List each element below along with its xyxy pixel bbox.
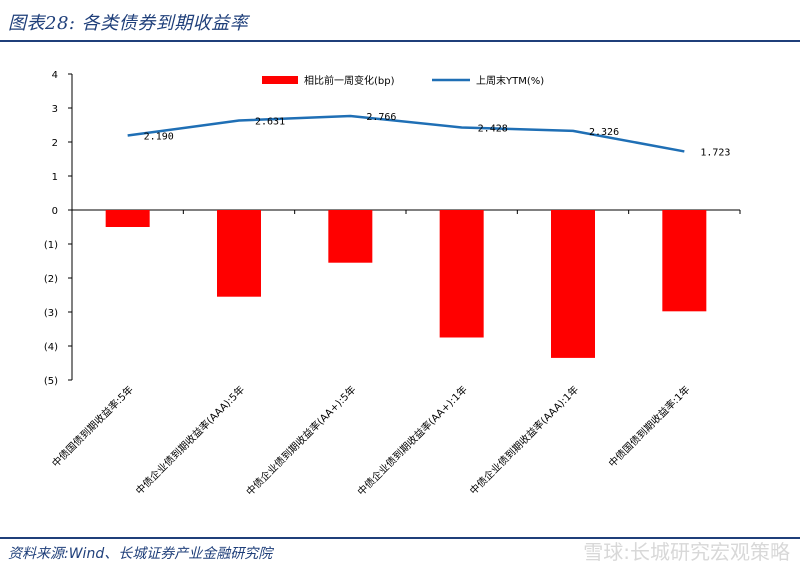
chart-title: 图表28: 各类债券到期收益率 — [8, 13, 249, 34]
title-divider — [0, 40, 800, 42]
source-note: 资料来源:Wind、长城证券产业金融研究院 — [8, 546, 273, 562]
watermark-text: 雪球:长城研究宏观策略 — [583, 540, 790, 564]
y-tick-label: 4 — [52, 70, 58, 81]
legend-label-bar: 相比前一周变化(bp) — [304, 74, 395, 87]
chart-area: 4 3 2 1 0 (1) (2) (3) (4) (5) 2.190 2.631 2.766 2.428… — [44, 70, 741, 498]
data-label: 1.723 — [700, 147, 730, 158]
legend-swatch-bar — [262, 76, 298, 84]
bar — [662, 210, 707, 312]
bar — [328, 210, 373, 263]
y-tick-label: (1) — [44, 240, 58, 251]
data-label: 2.428 — [478, 123, 508, 134]
x-tick-label: 中债企业债到期收益率(AAA):5年 — [133, 383, 247, 497]
x-tick-label: 中债企业债到期收益率(AAA):1年 — [467, 383, 581, 497]
data-label: 2.766 — [366, 112, 396, 123]
data-label: 2.190 — [144, 132, 174, 143]
y-tick-label: 1 — [52, 172, 58, 183]
y-tick-label: (3) — [44, 308, 58, 319]
y-tick-label: (5) — [44, 376, 58, 387]
footer-divider — [0, 537, 800, 539]
data-label: 2.631 — [255, 117, 285, 128]
data-label: 2.326 — [589, 127, 619, 138]
bar — [439, 210, 484, 338]
y-tick-label: (2) — [44, 274, 58, 285]
x-tick-label: 中债国债到期收益率:1年 — [606, 383, 693, 470]
ytm-line — [127, 114, 685, 153]
bar — [551, 210, 595, 358]
x-tick-label: 中债国债到期收益率:5年 — [49, 383, 136, 470]
y-tick-label: 0 — [52, 206, 58, 217]
x-tick-label: 中债企业债到期收益率(AA+):5年 — [243, 383, 358, 498]
legend-label-line: 上周末YTM(%) — [476, 74, 544, 87]
bar — [217, 210, 261, 297]
y-tick-label: 3 — [52, 104, 58, 115]
x-tick-label: 中债企业债到期收益率(AA+):1年 — [355, 383, 470, 498]
bar — [105, 210, 150, 227]
y-tick-label: 2 — [52, 138, 58, 149]
y-tick-label: (4) — [44, 342, 58, 353]
